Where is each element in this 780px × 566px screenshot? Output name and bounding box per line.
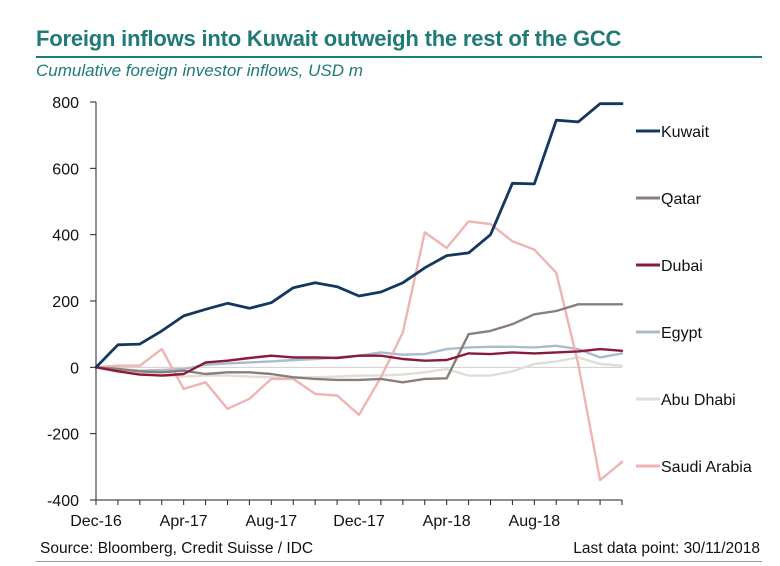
- series-line-saudi-arabia: [94, 220, 624, 482]
- legend-label: Egypt: [661, 325, 702, 342]
- y-tick-label: -200: [47, 427, 79, 444]
- series-lines: [94, 102, 624, 482]
- x-tick-label: Aug-17: [246, 513, 298, 530]
- x-axis: Dec-16 Apr-17 Aug-17 Dec-17 Apr-18 Aug-18: [70, 366, 623, 530]
- legend-label: Qatar: [661, 191, 702, 208]
- legend-label: Dubai: [661, 258, 703, 275]
- legend-label: Abu Dhabi: [661, 392, 736, 409]
- chart-title: Foreign inflows into Kuwait outweigh the…: [36, 26, 622, 51]
- legend-label: Kuwait: [661, 124, 710, 141]
- y-tick-label: -400: [47, 493, 79, 510]
- x-tick-label: Dec-17: [333, 513, 385, 530]
- x-tick-label: Apr-17: [160, 513, 208, 530]
- series-line-abu-dhabi: [94, 356, 624, 379]
- title-divider: [36, 56, 762, 58]
- series-line-qatar: [94, 303, 624, 384]
- series-line-dubai: [94, 347, 624, 377]
- y-tick-label: 800: [52, 95, 79, 112]
- legend: Kuwait Qatar Dubai Egypt Abu Dhabi Saudi Arab…: [636, 124, 752, 476]
- series-line-kuwait: [94, 102, 624, 369]
- y-tick-label: 200: [52, 294, 79, 311]
- x-tick-label: Dec-16: [70, 513, 122, 530]
- x-tick-label: Aug-18: [509, 513, 561, 530]
- y-axis: 800 600 400 200 0 -200 -400: [47, 95, 97, 510]
- footer-divider: [36, 561, 762, 562]
- last-data-point-note: Last data point: 30/11/2018: [573, 540, 760, 557]
- source-note: Source: Bloomberg, Credit Suisse / IDC: [40, 540, 314, 557]
- y-tick-label: 600: [52, 161, 79, 178]
- y-tick-label: 400: [52, 228, 79, 245]
- x-tick-label: Apr-18: [423, 513, 471, 530]
- chart-subtitle: Cumulative foreign investor inflows, USD…: [36, 61, 363, 80]
- y-tick-label: 0: [70, 360, 79, 377]
- legend-label: Saudi Arabia: [661, 459, 752, 476]
